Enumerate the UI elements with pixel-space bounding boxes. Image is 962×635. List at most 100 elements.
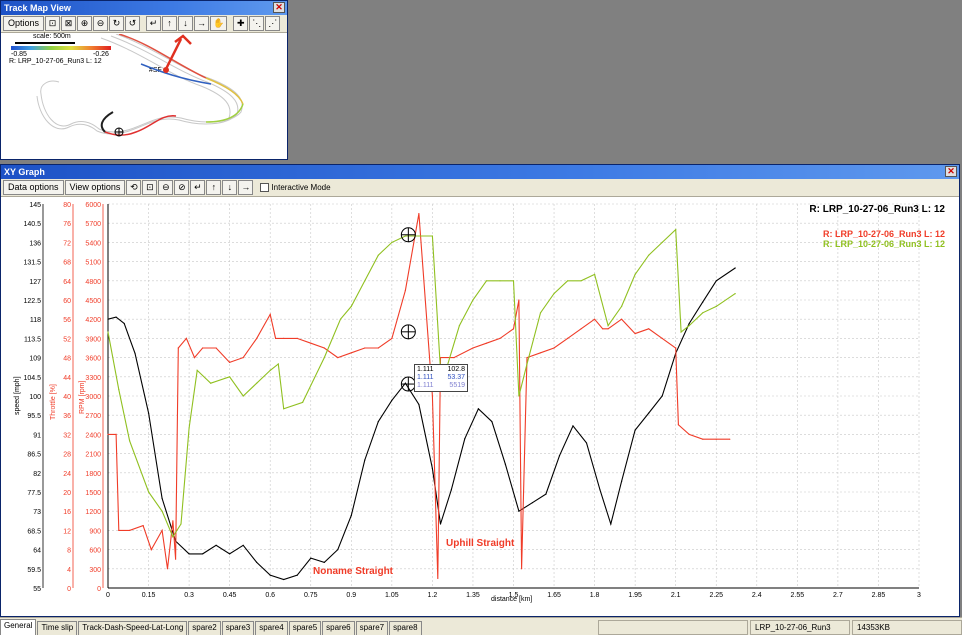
data-point-speed bbox=[215, 544, 217, 546]
x-tick-label: 0.45 bbox=[223, 592, 237, 599]
interactive-mode-toggle[interactable]: Interactive Mode bbox=[260, 183, 331, 192]
tab-spare8[interactable]: spare8 bbox=[389, 621, 422, 635]
rotate-ccw-icon[interactable]: ↺ bbox=[125, 16, 141, 31]
data-point-speed bbox=[418, 403, 420, 406]
pan-right-icon[interactable]: → bbox=[194, 16, 210, 31]
pan-down-icon[interactable]: ↓ bbox=[178, 16, 194, 31]
data-point-speed bbox=[572, 425, 574, 427]
data-point-throttle bbox=[310, 342, 312, 344]
xy-chart-svg[interactable]: 0 0.15 0.3 0.45 0.6 0.75 0.9 1.05 1.2 1.35 1.5 1.65… bbox=[1, 198, 959, 616]
tab-spare2[interactable]: spare2 bbox=[188, 621, 221, 635]
pan-up-icon[interactable]: ↑ bbox=[206, 180, 222, 195]
tab-spare6[interactable]: spare6 bbox=[322, 621, 355, 635]
data-point-rpm bbox=[323, 357, 325, 359]
data-point-throttle bbox=[621, 318, 623, 320]
view-options-button[interactable]: View options bbox=[64, 180, 126, 195]
data-point-speed bbox=[134, 352, 136, 354]
pan-left-icon[interactable]: ↵ bbox=[190, 180, 206, 195]
pan-up-icon[interactable]: ↑ bbox=[162, 16, 178, 31]
zoom-box-icon[interactable]: ⊡ bbox=[45, 16, 61, 31]
data-point-speed bbox=[464, 438, 466, 440]
link-markers-icon[interactable]: ⋱ bbox=[249, 16, 265, 31]
data-point-throttle bbox=[453, 357, 455, 359]
xy-graph-close-button[interactable]: ✕ bbox=[945, 166, 957, 177]
y-tick-label: 12 bbox=[63, 528, 71, 535]
data-point-speed bbox=[634, 429, 636, 431]
start-finish-label: #SF bbox=[149, 67, 162, 74]
y-tick-label: 1200 bbox=[85, 509, 101, 516]
data-point-speed bbox=[648, 412, 650, 414]
y-tick-label: 600 bbox=[89, 548, 101, 555]
track-map-options-button[interactable]: Options bbox=[3, 16, 45, 31]
tab-spare5[interactable]: spare5 bbox=[288, 621, 322, 635]
data-point-rpm bbox=[269, 369, 271, 371]
x-tick-label: 1.5 bbox=[509, 592, 519, 599]
data-point-speed bbox=[107, 318, 109, 320]
pan-left-icon[interactable]: ↵ bbox=[146, 16, 162, 31]
data-point-speed bbox=[450, 489, 452, 491]
pan-right-icon[interactable]: → bbox=[238, 180, 254, 195]
zoom-undo-icon[interactable]: ⊘ bbox=[174, 180, 190, 195]
rotate-cw-icon[interactable]: ↻ bbox=[109, 16, 125, 31]
x-tick-label: 3 bbox=[917, 592, 921, 599]
data-point-rpm bbox=[539, 312, 542, 314]
data-point-speed bbox=[531, 502, 534, 504]
zoom-box-icon[interactable]: ⊡ bbox=[142, 180, 158, 195]
track-map-titlebar[interactable]: Track Map View ✕ bbox=[1, 1, 287, 15]
tab-spare4[interactable]: spare4 bbox=[255, 621, 288, 635]
data-point-throttle bbox=[580, 328, 582, 330]
data-point-rpm bbox=[518, 395, 520, 397]
data-point-throttle bbox=[431, 395, 433, 397]
tooltip-y: 5519 bbox=[449, 382, 465, 389]
data-point-rpm bbox=[188, 427, 190, 429]
x-tick-label: 1.05 bbox=[385, 592, 399, 599]
y-tick-label: 100 bbox=[29, 394, 41, 401]
tab-spare3[interactable]: spare3 bbox=[221, 621, 255, 635]
zoom-reset-icon[interactable]: ⟲ bbox=[126, 180, 142, 195]
y-tick-label: 0 bbox=[67, 586, 71, 593]
x-tick-label: 0 bbox=[106, 592, 110, 599]
data-point-throttle bbox=[177, 347, 179, 349]
zoom-in-icon[interactable]: ⊕ bbox=[77, 16, 93, 31]
data-point-rpm bbox=[431, 235, 433, 237]
tab-spare7[interactable]: spare7 bbox=[355, 621, 389, 635]
data-options-button[interactable]: Data options bbox=[3, 180, 64, 195]
data-point-rpm bbox=[472, 299, 474, 301]
track-map-canvas[interactable]: scale: 500m -0.85 -0.26 R: LRP_10-27-06_… bbox=[1, 33, 287, 159]
y-tick-label: 64 bbox=[63, 279, 71, 286]
x-tick-label: 1.8 bbox=[590, 592, 600, 599]
tooltip-y: 102.8 bbox=[447, 366, 465, 373]
data-point-throttle bbox=[521, 568, 523, 570]
annotation-uphill-straight: Uphill Straight bbox=[446, 538, 515, 549]
track-map-close-button[interactable]: ✕ bbox=[273, 2, 285, 13]
split-markers-icon[interactable]: ⋰ bbox=[265, 16, 281, 31]
y-tick-label: 95.5 bbox=[27, 413, 41, 420]
tab-general[interactable]: General bbox=[0, 619, 37, 635]
zoom-out-icon[interactable]: ⊖ bbox=[93, 16, 109, 31]
add-marker-icon[interactable]: ✚ bbox=[233, 16, 249, 31]
data-point-throttle bbox=[404, 289, 406, 291]
y-tick-label: 44 bbox=[63, 375, 71, 382]
x-tick-label: 2.55 bbox=[791, 592, 805, 599]
status-blank bbox=[598, 620, 748, 635]
y-tick-label: 104.5 bbox=[23, 375, 41, 382]
data-point-speed bbox=[404, 382, 406, 384]
run-label: R: LRP_10-27-06_Run3 L: 12 bbox=[9, 58, 102, 65]
data-point-throttle bbox=[229, 361, 231, 363]
track-map-toolbar: Options ⊡ ⊠ ⊕ ⊖ ↻ ↺ ↵ ↑ ↓ → ✋ ✚ ⋱ ⋰ bbox=[1, 15, 287, 33]
x-tick-label: 1.65 bbox=[547, 592, 561, 599]
cursor-tooltip: 1.111 102.8 1.111 53.37 1.111 5519 bbox=[414, 364, 468, 392]
zoom-fit-icon[interactable]: ⊠ bbox=[61, 16, 77, 31]
zoom-out-icon[interactable]: ⊖ bbox=[158, 180, 174, 195]
xy-graph-canvas[interactable]: 0 0.15 0.3 0.45 0.6 0.75 0.9 1.05 1.2 1.35 1.5 1.65… bbox=[1, 198, 959, 616]
speed-axis-label: speed [mph] bbox=[14, 376, 21, 415]
tab-time-slip[interactable]: Time slip bbox=[37, 621, 78, 635]
xy-graph-titlebar[interactable]: XY Graph ✕ bbox=[1, 165, 959, 179]
hand-icon[interactable]: ✋ bbox=[210, 16, 228, 31]
pan-down-icon[interactable]: ↓ bbox=[222, 180, 238, 195]
tab-track-dash-speed-lat-long[interactable]: Track-Dash-Speed-Lat-Long bbox=[78, 621, 188, 635]
y-tick-label: 20 bbox=[63, 490, 71, 497]
y-tick-label: 32 bbox=[63, 432, 71, 439]
interactive-mode-checkbox[interactable] bbox=[260, 183, 270, 192]
data-point-throttle bbox=[437, 577, 439, 579]
